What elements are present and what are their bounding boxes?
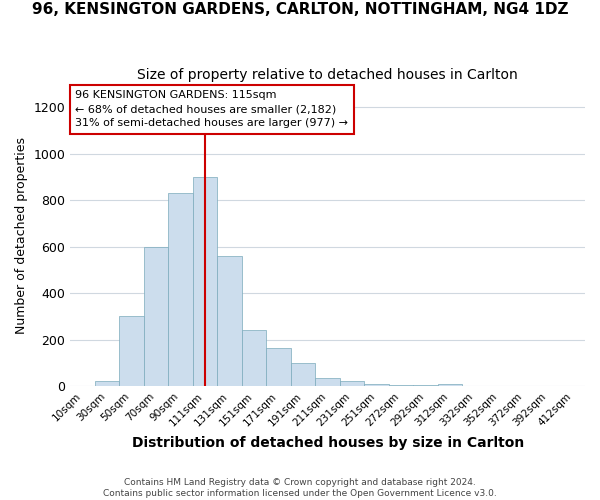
Y-axis label: Number of detached properties: Number of detached properties	[15, 136, 28, 334]
Bar	[340, 382, 364, 386]
Bar	[316, 378, 340, 386]
Bar	[413, 385, 438, 386]
Title: Size of property relative to detached houses in Carlton: Size of property relative to detached ho…	[137, 68, 518, 82]
Bar	[266, 348, 291, 386]
Bar	[389, 385, 413, 386]
Bar	[119, 316, 144, 386]
Bar	[169, 193, 193, 386]
Bar	[364, 384, 389, 386]
Bar	[438, 384, 463, 386]
Bar	[242, 330, 266, 386]
Bar	[291, 362, 316, 386]
Bar	[144, 246, 169, 386]
Bar	[193, 177, 217, 386]
Text: Contains HM Land Registry data © Crown copyright and database right 2024.
Contai: Contains HM Land Registry data © Crown c…	[103, 478, 497, 498]
X-axis label: Distribution of detached houses by size in Carlton: Distribution of detached houses by size …	[131, 436, 524, 450]
Text: 96, KENSINGTON GARDENS, CARLTON, NOTTINGHAM, NG4 1DZ: 96, KENSINGTON GARDENS, CARLTON, NOTTING…	[32, 2, 568, 18]
Text: 96 KENSINGTON GARDENS: 115sqm
← 68% of detached houses are smaller (2,182)
31% o: 96 KENSINGTON GARDENS: 115sqm ← 68% of d…	[76, 90, 349, 128]
Bar	[217, 256, 242, 386]
Bar	[95, 382, 119, 386]
